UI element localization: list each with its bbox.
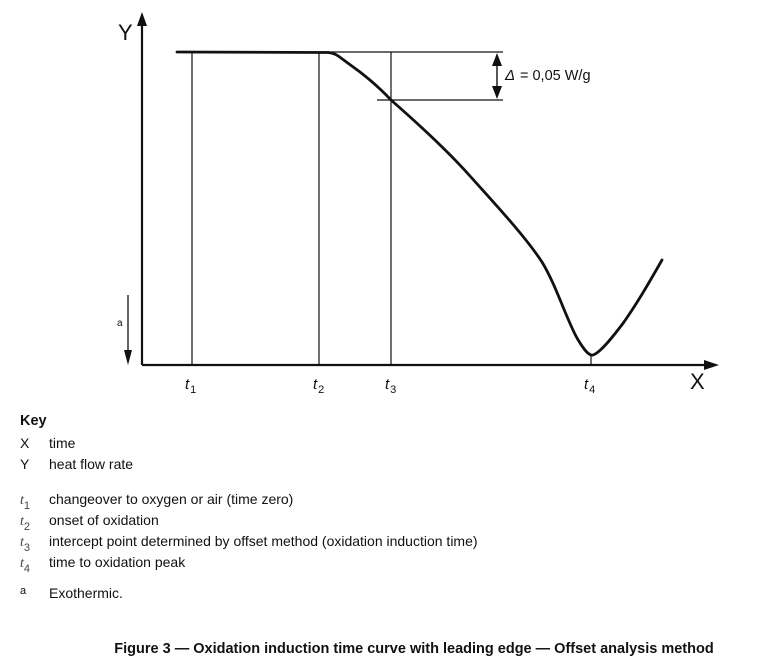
key-row-t4: t4 time to oxidation peak: [20, 554, 740, 575]
t2-label: t2: [313, 376, 324, 396]
key-symbol: Y: [20, 456, 30, 472]
exotherm-marker: a: [117, 318, 123, 329]
key-title: Key: [20, 413, 47, 429]
key-text: changeover to oxygen or air (time zero): [49, 491, 294, 507]
x-axis-label: X: [690, 369, 705, 394]
key-row-t3: t3 intercept point determined by offset …: [20, 533, 740, 554]
x-axis-arrow-icon: [704, 360, 719, 370]
up-arrow-icon: [492, 53, 502, 66]
delta-symbol: Δ: [504, 67, 515, 84]
time-labels: t1 t2 t3 t4: [185, 376, 595, 396]
y-axis-arrow-icon: [137, 12, 147, 26]
heat-flow-curve: [175, 50, 664, 357]
key-section: Key X time Y heat flow rate t1 changeove…: [20, 413, 740, 606]
key-text: time to oxidation peak: [49, 554, 186, 570]
footnote-text: Exothermic.: [49, 585, 123, 601]
exotherm-indicator: a: [117, 295, 132, 365]
delta-value: = 0,05 W/g: [520, 68, 591, 84]
key-text: onset of oxidation: [49, 512, 159, 528]
footnote-symbol: a: [20, 585, 27, 597]
t3-label: t3: [385, 376, 396, 396]
y-axis: Y: [118, 12, 147, 365]
t4-label: t4: [584, 376, 595, 396]
key-row-x: X time: [20, 435, 740, 456]
key-text: intercept point determined by offset met…: [49, 533, 478, 549]
key-row-t1: t1 changeover to oxygen or air (time zer…: [20, 491, 740, 512]
t1-label: t1: [185, 376, 196, 396]
x-axis: X: [142, 360, 719, 394]
oit-diagram: Y X a Δ = 0,05 W/g: [117, 12, 719, 396]
down-arrow-icon: [124, 350, 132, 365]
down-arrow-icon: [492, 86, 502, 99]
key-symbol: t1: [20, 493, 31, 512]
key-symbol: t3: [20, 535, 31, 554]
key-symbol: X: [20, 435, 30, 451]
key-row-y: Y heat flow rate: [20, 456, 740, 477]
y-axis-label: Y: [118, 20, 133, 45]
key-text: heat flow rate: [49, 456, 134, 472]
delta-dimension: Δ = 0,05 W/g: [492, 53, 591, 99]
figure-caption: Figure 3 — Oxidation induction time curv…: [114, 641, 714, 657]
key-text: time: [49, 435, 76, 451]
key-footnote: a Exothermic.: [20, 585, 740, 606]
key-symbol: t2: [20, 514, 31, 533]
key-symbol: t4: [20, 556, 31, 575]
key-row-t2: t2 onset of oxidation: [20, 512, 740, 533]
